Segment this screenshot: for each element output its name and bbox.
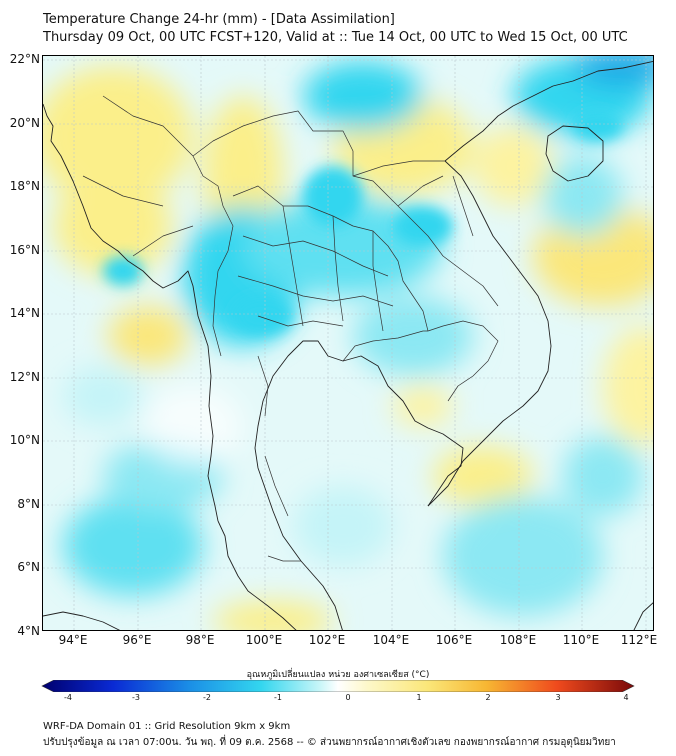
map-canvas	[43, 56, 653, 630]
lon-label-112e: 112°E	[620, 633, 658, 647]
lat-label-6n: 6°N	[17, 560, 40, 574]
lon-label-106e: 106°E	[435, 633, 473, 647]
colorbar-tick-3: 3	[555, 693, 561, 702]
lon-label-104e: 104°E	[372, 633, 410, 647]
colorbar-tick-1: 1	[416, 693, 422, 702]
coastlines	[43, 60, 653, 630]
lat-label-10n: 10°N	[9, 433, 40, 447]
lon-label-96e: 96°E	[122, 633, 152, 647]
lat-label-14n: 14°N	[9, 306, 40, 320]
temperature-change-map	[42, 55, 654, 631]
colorbar	[41, 680, 635, 692]
lon-label-100e: 100°E	[245, 633, 283, 647]
footer-model-info: WRF-DA Domain 01 :: Grid Resolution 9km …	[43, 721, 291, 732]
footer-credit: ปรับปรุงข้อมูล ณ เวลา 07:00น. วัน พฤ. ที…	[43, 737, 616, 748]
lat-label-4n: 4°N	[17, 624, 40, 638]
lon-label-110e: 110°E	[562, 633, 600, 647]
lon-label-94e: 94°E	[58, 633, 88, 647]
colorbar-tick-minus1: -1	[274, 693, 282, 702]
lat-label-8n: 8°N	[17, 497, 40, 511]
lon-label-102e: 102°E	[308, 633, 346, 647]
country-borders	[82, 95, 499, 562]
map-title: Temperature Change 24-hr (mm) - [Data As…	[43, 12, 395, 27]
colorbar-tick-2: 2	[485, 693, 491, 702]
map-subtitle: Thursday 09 Oct, 00 UTC FCST+120, Valid …	[43, 30, 628, 45]
lat-label-16n: 16°N	[9, 243, 40, 257]
lon-label-98e: 98°E	[185, 633, 215, 647]
graticule	[43, 56, 653, 630]
colorbar-tick-minus4: -4	[64, 693, 72, 702]
colorbar-tick-4: 4	[623, 693, 629, 702]
lat-label-22n: 22°N	[9, 52, 40, 66]
lat-label-12n: 12°N	[9, 370, 40, 384]
colorbar-tick-0: 0	[345, 693, 351, 702]
lat-label-18n: 18°N	[9, 179, 40, 193]
colorbar-tick-minus2: -2	[203, 693, 211, 702]
colorbar-tick-minus3: -3	[132, 693, 140, 702]
lon-label-108e: 108°E	[499, 633, 537, 647]
temperature-field-detail	[103, 111, 623, 336]
colorbar-title: อุณหภูมิเปลี่ยนแปลง หน่วย องศาเซลเซียส (…	[246, 670, 430, 680]
lat-label-20n: 20°N	[9, 116, 40, 130]
